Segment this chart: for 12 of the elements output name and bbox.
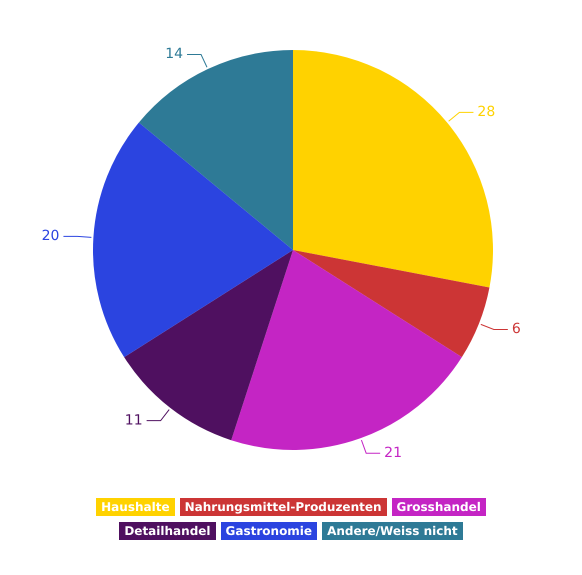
legend-label: Haushalte [101,498,170,516]
legend-label: Gastronomie [226,522,312,540]
data-label: 11 [124,412,143,428]
data-label: 6 [512,321,521,338]
legend-label: Nahrungsmittel-Produzenten [184,498,382,516]
data-label: 14 [165,46,184,62]
legend-label: Detailhandel [124,522,211,540]
legend-label: Grosshandel [396,498,481,516]
data-label: 28 [477,104,496,120]
data-label: 21 [384,444,402,461]
data-label: 20 [42,228,60,244]
legend-label: Andere/Weiss nicht [327,522,458,540]
